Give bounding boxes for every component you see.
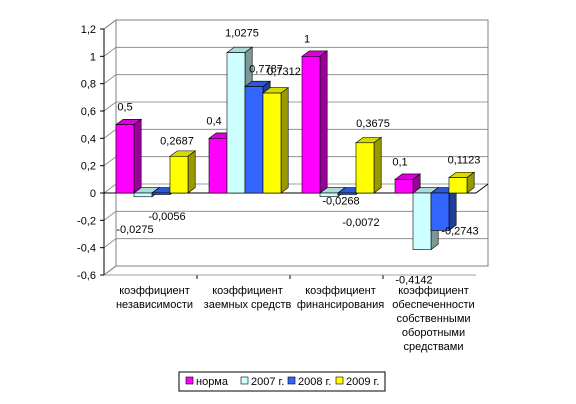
data-label: 0,5 — [117, 102, 132, 114]
gridline — [103, 101, 488, 112]
bar — [301, 50, 329, 194]
bar-face — [262, 92, 282, 194]
data-label: 0,1 — [392, 156, 407, 168]
category-label: финансирования — [297, 299, 384, 311]
data-labels: 0,5-0,0275-0,00560,26870,41,02750,77870,… — [116, 28, 480, 287]
bar — [448, 171, 476, 194]
data-label: -0,0275 — [116, 224, 153, 236]
legend: норма 2007 г. 2008 г. 2009 г. — [178, 371, 386, 392]
gridline — [103, 238, 488, 248]
category-label: независимости — [116, 299, 193, 311]
data-label: 1,0275 — [225, 28, 259, 40]
category-label: коэффициент — [305, 285, 376, 297]
data-label: 0,3675 — [356, 118, 390, 130]
bar-face — [319, 192, 339, 197]
bar-side — [280, 87, 289, 194]
data-label: 0,7787 — [249, 64, 283, 76]
category-label: собственными — [396, 313, 470, 325]
y-tick-label: 1 — [90, 51, 96, 63]
bar-face — [226, 52, 246, 194]
zero-line-depth — [475, 183, 489, 194]
bars — [115, 46, 476, 251]
gridline — [103, 74, 488, 84]
y-axis: -0,6 -0,4 -0,2 0 0,2 0,4 0,6 0,8 1 1,2 — [77, 24, 489, 282]
legend-label: 2008 г. — [298, 376, 331, 388]
data-label: -0,2743 — [441, 225, 478, 237]
bar-face — [412, 192, 432, 250]
data-label: 0,1123 — [448, 155, 481, 167]
bar-face — [394, 179, 414, 194]
bar-face — [448, 177, 468, 194]
data-label: 0,4 — [206, 115, 221, 127]
data-label: 0,2687 — [160, 135, 194, 147]
bar-side — [373, 136, 382, 194]
data-label: -0,0072 — [342, 217, 379, 229]
legend-swatch — [287, 376, 296, 385]
y-tick-label: 0,4 — [81, 133, 96, 145]
bar-face — [430, 192, 450, 231]
bar-side — [319, 50, 328, 194]
data-label: -0,0056 — [148, 211, 185, 223]
y-tick-label: 0,8 — [81, 79, 96, 91]
legend-box — [178, 371, 386, 392]
y-tick-label: 0 — [90, 188, 96, 200]
legend-label: норма — [196, 376, 229, 388]
data-label: -0,4142 — [395, 275, 432, 287]
bar-face — [337, 192, 357, 195]
bar-face — [301, 56, 321, 194]
category-label: обеспеченности — [392, 299, 474, 311]
bar — [430, 187, 458, 232]
bar-side — [187, 150, 196, 194]
bar-face — [151, 192, 171, 195]
legend-label: 2009 г. — [346, 376, 379, 388]
y-tick-label: 0,6 — [81, 106, 96, 118]
side-wall — [103, 19, 117, 276]
gridline — [103, 46, 488, 57]
bar-side — [133, 118, 142, 194]
category-label: заемных средств — [204, 299, 292, 311]
category-label: коэффициент — [398, 285, 469, 297]
bar — [355, 136, 383, 194]
legend-swatch — [185, 376, 194, 385]
bar-face — [208, 138, 228, 194]
bar — [394, 173, 422, 194]
bar — [262, 87, 290, 194]
y-tick-label: -0,2 — [77, 215, 96, 227]
gridline — [103, 265, 488, 276]
category-label: средствами — [404, 341, 464, 353]
bar-side — [448, 187, 457, 232]
bar-face — [244, 86, 264, 194]
bar — [169, 150, 197, 194]
gridline — [103, 210, 488, 221]
data-label: 1 — [304, 33, 310, 45]
category-label: коэффициент — [212, 285, 283, 297]
y-tick-label: 1,2 — [81, 24, 96, 36]
legend-label: 2007 г. — [251, 376, 284, 388]
legend-swatch — [240, 376, 249, 385]
gridline — [103, 19, 488, 30]
y-tick-label: -0,6 — [77, 270, 96, 282]
bar — [115, 118, 143, 194]
category-label: оборотными — [402, 327, 465, 339]
y-tick-label: 0,2 — [81, 161, 96, 173]
y-tick-label: -0,4 — [77, 243, 96, 255]
legend-swatch — [335, 376, 344, 385]
bar-face — [169, 155, 189, 194]
category-label: коэффициент — [119, 285, 190, 297]
data-label: -0,0268 — [322, 196, 359, 208]
category-labels: коэффициент независимости коэффициент заемн… — [116, 285, 475, 353]
bar-face — [355, 142, 375, 194]
bar-face — [115, 124, 135, 194]
data-label: 0,7312 — [267, 66, 301, 78]
bar-face — [133, 192, 153, 198]
